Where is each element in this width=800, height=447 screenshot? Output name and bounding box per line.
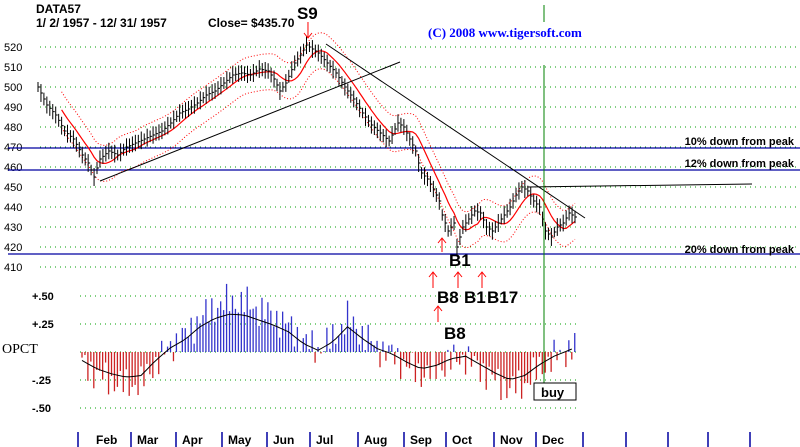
signal-label: B8 (437, 288, 459, 307)
signal-arrow-head (433, 305, 443, 312)
date-range: 1/ 2/ 1957 - 12/ 31/ 1957 (36, 16, 167, 30)
signal-label: S9 (297, 4, 318, 23)
month-label: Nov (500, 433, 523, 447)
price-tick-label: 490 (4, 102, 22, 114)
month-label: Sep (410, 433, 432, 447)
symbol-title: DATA57 (36, 2, 81, 16)
copyright-text: (C) 2008 www.tigersoft.com (428, 25, 582, 40)
price-tick-label: 420 (4, 242, 22, 254)
month-label: Jun (273, 433, 294, 447)
indicator-name: OPCT (2, 342, 38, 357)
trend-lines (99, 43, 753, 219)
signal-label: B1 (464, 288, 486, 307)
buy-box (533, 382, 577, 401)
month-label: Apr (182, 433, 203, 447)
indicator-tick-label: -.50 (32, 403, 51, 415)
month-label: Oct (452, 433, 472, 447)
signal-arrow-head (437, 237, 447, 244)
reference-levels: 10% down from peak 12% down from peak 20% … (8, 136, 800, 256)
signal-arrow-head (477, 271, 487, 278)
price-tick-label: 480 (4, 122, 22, 134)
signal-label: B8 (444, 324, 466, 343)
upper-band (61, 32, 576, 213)
month-label: Feb (96, 433, 117, 447)
month-label: Dec (542, 433, 564, 447)
buy-label: buy (541, 385, 565, 400)
price-tick-label: 450 (4, 182, 22, 194)
signal-arrow-head (303, 32, 313, 39)
signal-arrow-head (453, 271, 463, 278)
price-tick-label: 440 (4, 202, 22, 214)
close-value: Close= $435.70 (208, 16, 295, 30)
downtrend-line (325, 43, 586, 219)
price-tick-label: 430 (4, 222, 22, 234)
opct-indicator: +.50 +.25 -.25 -.50 (32, 283, 576, 415)
signal-label: B17 (487, 288, 518, 307)
price-tick-label: 410 (4, 262, 22, 274)
resistance-line (527, 183, 753, 188)
reference-level-label: 20% down from peak (685, 244, 795, 256)
month-label: Mar (137, 433, 159, 447)
indicator-tick-label: -.25 (32, 375, 51, 387)
price-tick-label: 460 (4, 162, 22, 174)
reference-level-label: 12% down from peak (685, 158, 795, 170)
price-bars (37, 36, 577, 256)
month-label: Jul (316, 433, 333, 447)
price-tick-label: 500 (4, 82, 22, 94)
signal-arrow-head (428, 271, 438, 278)
month-axis: Feb Mar Apr May Jun Jul Aug Sep Oct Nov Dec (77, 432, 751, 447)
lower-band (61, 68, 576, 249)
month-label: May (228, 433, 252, 447)
price-tick-label: 510 (4, 62, 22, 74)
signal-label: B1 (449, 251, 471, 270)
indicator-average-line (81, 313, 572, 380)
reference-level-label: 10% down from peak (685, 136, 795, 148)
price-tick-label: 520 (4, 42, 22, 54)
uptrend-line (99, 61, 401, 182)
month-label: Aug (364, 433, 387, 447)
indicator-tick-label: +.50 (32, 291, 54, 303)
indicator-tick-label: +.25 (32, 319, 54, 331)
